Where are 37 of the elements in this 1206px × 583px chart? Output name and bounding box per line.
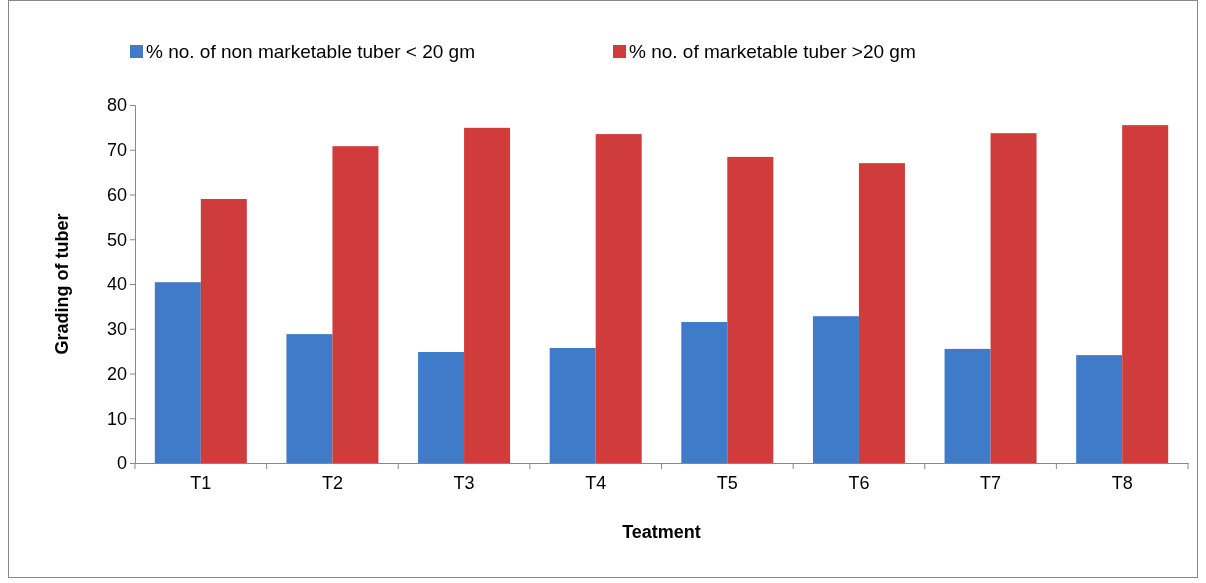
x-tick-label: T3: [453, 473, 475, 494]
y-tick-label: 50: [106, 229, 127, 250]
y-tick-label: 10: [106, 408, 127, 429]
bar: [595, 134, 642, 463]
bar: [418, 352, 465, 463]
bar: [154, 282, 201, 463]
y-tick-label: 40: [106, 274, 127, 295]
legend-label: % no. of marketable tuber >20 gm: [629, 41, 916, 62]
bar: [858, 163, 905, 463]
bar: [286, 334, 333, 463]
y-tick-label: 60: [106, 184, 127, 205]
bar: [1122, 125, 1169, 463]
y-tick-label: 80: [106, 95, 127, 116]
x-axis-title: Teatment: [622, 522, 701, 542]
x-tick-label: T4: [585, 473, 607, 494]
x-tick-label: T7: [980, 473, 1002, 494]
legend-label: % no. of non marketable tuber < 20 gm: [146, 41, 476, 62]
bar: [990, 133, 1037, 463]
x-tick-label: T6: [848, 473, 870, 494]
bar: [727, 156, 774, 463]
x-tick-label: T5: [716, 473, 738, 494]
y-axis-title: Grading of tuber: [52, 213, 72, 355]
x-tick-label: T1: [190, 473, 212, 494]
bar: [681, 322, 728, 463]
y-tick-label: 0: [116, 453, 127, 474]
y-tick-label: 70: [106, 140, 127, 161]
bar: [812, 316, 859, 463]
y-tick-label: 20: [106, 363, 127, 384]
x-tick-label: T8: [1111, 473, 1133, 494]
bar: [464, 127, 511, 463]
y-tick-label: 30: [106, 319, 127, 340]
bar: [549, 347, 596, 463]
bar: [332, 146, 379, 463]
bar: [1076, 355, 1123, 463]
bar: [944, 348, 991, 463]
bar: [200, 198, 247, 463]
x-tick-label: T2: [321, 473, 343, 494]
